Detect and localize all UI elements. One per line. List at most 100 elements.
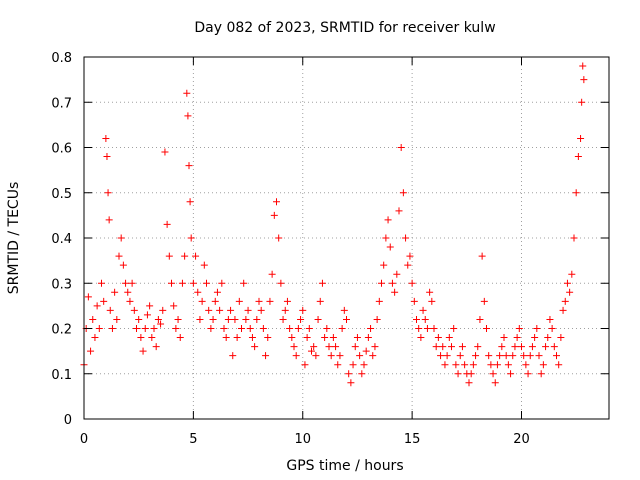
data-point bbox=[450, 325, 458, 332]
data-point bbox=[491, 379, 499, 387]
data-point bbox=[220, 325, 228, 332]
data-point bbox=[170, 302, 178, 310]
data-point bbox=[163, 220, 171, 228]
data-point bbox=[395, 207, 403, 215]
data-point bbox=[382, 234, 390, 242]
data-point bbox=[524, 370, 532, 378]
data-point bbox=[157, 320, 165, 328]
data-point bbox=[231, 315, 239, 323]
y-tick-label: 0.6 bbox=[51, 142, 72, 157]
data-point bbox=[292, 352, 300, 360]
data-point bbox=[493, 361, 501, 369]
data-point bbox=[461, 361, 469, 369]
data-point bbox=[141, 325, 149, 332]
data-point bbox=[95, 325, 103, 332]
data-point bbox=[253, 315, 261, 323]
data-point bbox=[413, 315, 420, 323]
data-point bbox=[421, 315, 429, 323]
data-point bbox=[428, 297, 436, 305]
data-point bbox=[445, 334, 453, 342]
data-point bbox=[218, 279, 226, 287]
data-point bbox=[266, 297, 274, 305]
data-point bbox=[360, 361, 368, 369]
data-point bbox=[108, 325, 116, 332]
data-point bbox=[213, 288, 221, 296]
data-point bbox=[185, 162, 193, 170]
data-point bbox=[358, 370, 366, 378]
data-point bbox=[338, 325, 346, 332]
data-point bbox=[184, 112, 192, 120]
data-point bbox=[577, 134, 585, 142]
data-point bbox=[209, 315, 217, 323]
data-point bbox=[380, 261, 388, 269]
data-point bbox=[419, 306, 427, 314]
data-point bbox=[262, 352, 270, 360]
x-tick-label: 15 bbox=[404, 432, 421, 447]
x-tick-label: 0 bbox=[80, 432, 88, 447]
data-point bbox=[314, 315, 322, 323]
y-tick-label: 0.3 bbox=[51, 277, 72, 292]
data-point bbox=[294, 325, 302, 332]
data-point bbox=[537, 370, 545, 378]
x-tick-label: 20 bbox=[513, 432, 530, 447]
data-point bbox=[100, 297, 108, 305]
data-point bbox=[119, 261, 127, 269]
data-point bbox=[515, 325, 523, 332]
data-point bbox=[485, 352, 493, 360]
data-point bbox=[248, 334, 256, 342]
data-point bbox=[238, 325, 245, 332]
data-point bbox=[143, 311, 151, 319]
data-point bbox=[439, 343, 447, 351]
data-point bbox=[406, 252, 414, 260]
data-point bbox=[340, 306, 348, 314]
data-point bbox=[578, 98, 586, 106]
data-point bbox=[259, 325, 267, 332]
data-point bbox=[448, 343, 455, 351]
data-point bbox=[526, 352, 534, 360]
data-point bbox=[531, 334, 539, 342]
data-point bbox=[509, 352, 517, 360]
data-point bbox=[229, 352, 237, 360]
y-axis-label: SRMTID / TECUs bbox=[6, 182, 22, 295]
data-point bbox=[423, 325, 431, 332]
data-point bbox=[364, 334, 372, 342]
data-point bbox=[518, 343, 525, 351]
data-point bbox=[478, 252, 486, 260]
data-point bbox=[244, 306, 252, 314]
y-tick-label: 0.4 bbox=[51, 232, 72, 247]
data-point bbox=[281, 306, 289, 314]
data-point bbox=[323, 325, 331, 332]
data-point bbox=[572, 189, 580, 197]
data-point bbox=[308, 347, 315, 355]
data-point bbox=[277, 279, 285, 287]
data-point bbox=[472, 352, 480, 360]
data-point bbox=[172, 325, 180, 332]
data-point bbox=[216, 306, 224, 314]
data-point bbox=[283, 297, 291, 305]
axis-ticks: 0 0.1 0.2 0.3 0.4 0.5 0.6 0.7 0.8 0 5 10 15 20 bbox=[51, 51, 609, 447]
data-point bbox=[561, 297, 569, 305]
data-point bbox=[303, 334, 311, 342]
data-point bbox=[325, 343, 333, 351]
data-point bbox=[520, 352, 528, 360]
data-point bbox=[290, 343, 298, 351]
data-point bbox=[498, 343, 506, 351]
data-point bbox=[318, 279, 326, 287]
data-point bbox=[347, 379, 355, 387]
data-point bbox=[233, 334, 241, 342]
data-point bbox=[480, 297, 488, 305]
data-point bbox=[504, 361, 512, 369]
data-point bbox=[367, 325, 375, 332]
data-point bbox=[522, 361, 530, 369]
y-tick-label: 0.7 bbox=[51, 96, 72, 111]
data-point bbox=[351, 343, 359, 351]
data-point bbox=[186, 198, 194, 206]
data-point bbox=[559, 306, 567, 314]
data-point bbox=[286, 325, 294, 332]
data-point bbox=[181, 252, 189, 260]
data-point bbox=[496, 352, 504, 360]
data-point bbox=[467, 370, 475, 378]
data-point bbox=[402, 234, 410, 242]
data-point bbox=[548, 325, 556, 332]
data-point bbox=[128, 279, 136, 287]
